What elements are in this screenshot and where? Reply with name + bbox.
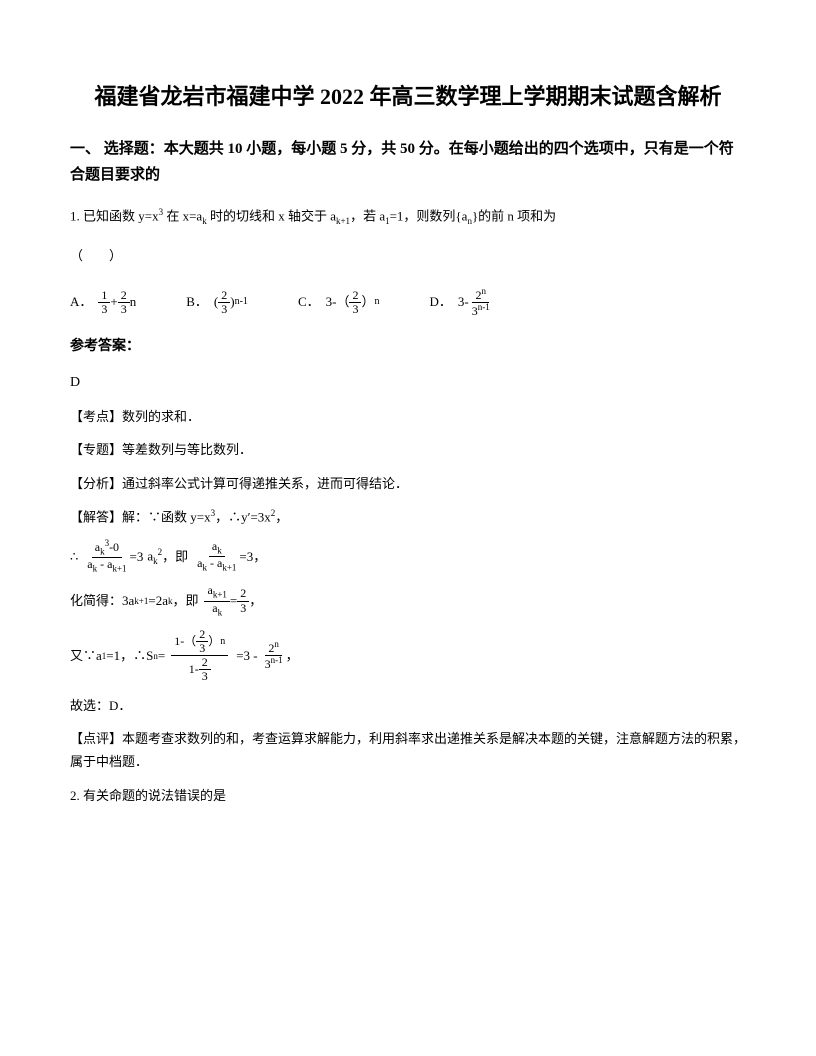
q1-text-part: 在 x=a [163,208,202,223]
document-title: 福建省龙岩市福建中学 2022 年高三数学理上学期期末试题含解析 [70,80,746,113]
fraction: 2n 3n-1 [262,640,286,671]
options-row: A． 1 3 + 2 3 n B． ( 2 3 ) n-1 C． 3-（ 2 3… [70,287,746,318]
numerator: 2 [349,289,361,303]
denominator: ak - ak+1 [194,557,239,573]
kaodian: 【考点】数列的求和． [70,405,746,428]
text: ， [286,644,299,667]
answer-label: 参考答案： [70,336,746,358]
section-header: 一、 选择题：本大题共 10 小题，每小题 5 分，共 50 分。在每小题给出的… [70,137,746,188]
question-1-text: 1. 已知函数 y=x3 在 x=ak 时的切线和 x 轴交于 ak+1，若 a… [70,204,746,230]
equals: =3， [239,545,266,568]
ak: ak2 [147,544,162,569]
text: ，∴y′=3x [215,509,271,524]
fraction: ak ak - ak+1 [194,540,239,574]
numerator: 1-（ 2 3 ） n [171,628,228,656]
option-c: C． 3-（ 2 3 ） n [298,289,380,316]
text: =1，∴S [106,644,153,667]
solution-step-2: 化简得：3ak+1=2ak，即 ak+1 ak = 2 3 ， [70,584,746,618]
q1-text-part: }的前 n 项和为 [472,208,556,223]
numerator: 2n [472,287,489,303]
numerator: 2n [265,640,282,656]
solution-step-1: ∴ ak3-0 ak - ak+1 =3 ak2 ，即 ak ak - ak+1… [70,539,746,575]
option-d-label: D． [429,292,451,313]
equals: = [230,589,237,612]
numerator: 2 [218,289,230,303]
denominator: 3 [118,303,130,316]
inner-fraction: 2 3 [199,656,211,683]
text: 化简得：3a [70,589,134,612]
question-1-paren: （ ） [70,244,746,269]
fraction: 2n 3n-1 [469,287,493,318]
fraction: 2 3 [349,289,361,316]
jieda: 【解答】解：∵函数 y=x3，∴y′=3x2， [70,505,746,529]
numerator: ak3-0 [92,539,122,558]
numerator: ak+1 [204,584,229,601]
text: ， [249,589,262,612]
fraction: 2 3 [118,289,130,316]
subscript: k+1 [336,216,350,226]
denominator: 1- 2 3 [186,656,214,683]
solution-step-3: 又∵a1=1，∴Sn= 1-（ 2 3 ） n 1- 2 3 =3 - 2n 3… [70,628,746,684]
big-fraction: 1-（ 2 3 ） n 1- 2 3 [171,628,228,684]
denominator: 3n-1 [469,303,493,318]
option-c-label: C． [298,292,320,313]
denominator: 3 [98,303,110,316]
prefix: 3- [458,292,469,313]
numerator: 2 [237,587,249,601]
exponent: n-1 [235,294,248,310]
q1-text-part: 1. 已知函数 y=x [70,208,159,223]
numerator: 1 [98,289,110,303]
fraction: 2 3 [218,289,230,316]
fraction: ak+1 ak [204,584,229,618]
answer-value: D [70,372,746,394]
denominator: 3 [218,303,230,316]
zhuanti: 【专题】等差数列与等比数列． [70,438,746,461]
option-a-label: A． [70,292,92,313]
denominator: 3n-1 [262,656,286,671]
subscript: k+1 [134,593,148,609]
numerator: 2 [118,289,130,303]
numerator: ak [209,540,225,557]
suffix: n [130,292,137,313]
text: ， [275,509,288,524]
option-d: D． 3- 2n 3n-1 [429,287,492,318]
conclusion: 故选：D． [70,694,746,717]
text: 又∵a [70,644,102,667]
q1-text-part: ，若 a [350,208,385,223]
option-b: B． ( 2 3 ) n-1 [186,289,248,316]
dianping: 【点评】本题考查求数列的和，考查运算求解能力，利用斜率求出递推关系是解决本题的关… [70,727,746,774]
fraction: 2 3 [237,587,249,614]
fraction: 1 3 [98,289,110,316]
q1-text-part: =1，则数列{a [390,208,468,223]
text: 【解答】解：∵函数 y=x [70,509,211,524]
comma: ，即 [162,545,188,568]
fraction: ak3-0 ak - ak+1 [84,539,129,575]
text: = [158,644,165,667]
equals: =3 [130,545,144,568]
denominator: ak - ak+1 [84,558,129,574]
question-2-text: 2. 有关命题的说法错误的是 [70,784,746,809]
text: =3 - [236,644,257,667]
text: =2a [148,589,168,612]
fenxi: 【分析】通过斜率公式计算可得递推关系，进而可得结论． [70,472,746,495]
text: ，即 [172,589,198,612]
denominator: ak [209,602,225,618]
exponent: n [374,294,379,310]
denominator: 3 [349,303,361,316]
option-a: A． 1 3 + 2 3 n [70,289,136,316]
inner-fraction: 2 3 [196,628,208,655]
paren-close: ） [361,292,374,313]
q1-text-part: 时的切线和 x 轴交于 a [207,208,336,223]
option-b-label: B． [186,292,208,313]
denominator: 3 [237,602,249,615]
plus: + [110,292,117,313]
prefix: 3-（ [326,292,350,313]
therefore: ∴ [70,545,78,568]
